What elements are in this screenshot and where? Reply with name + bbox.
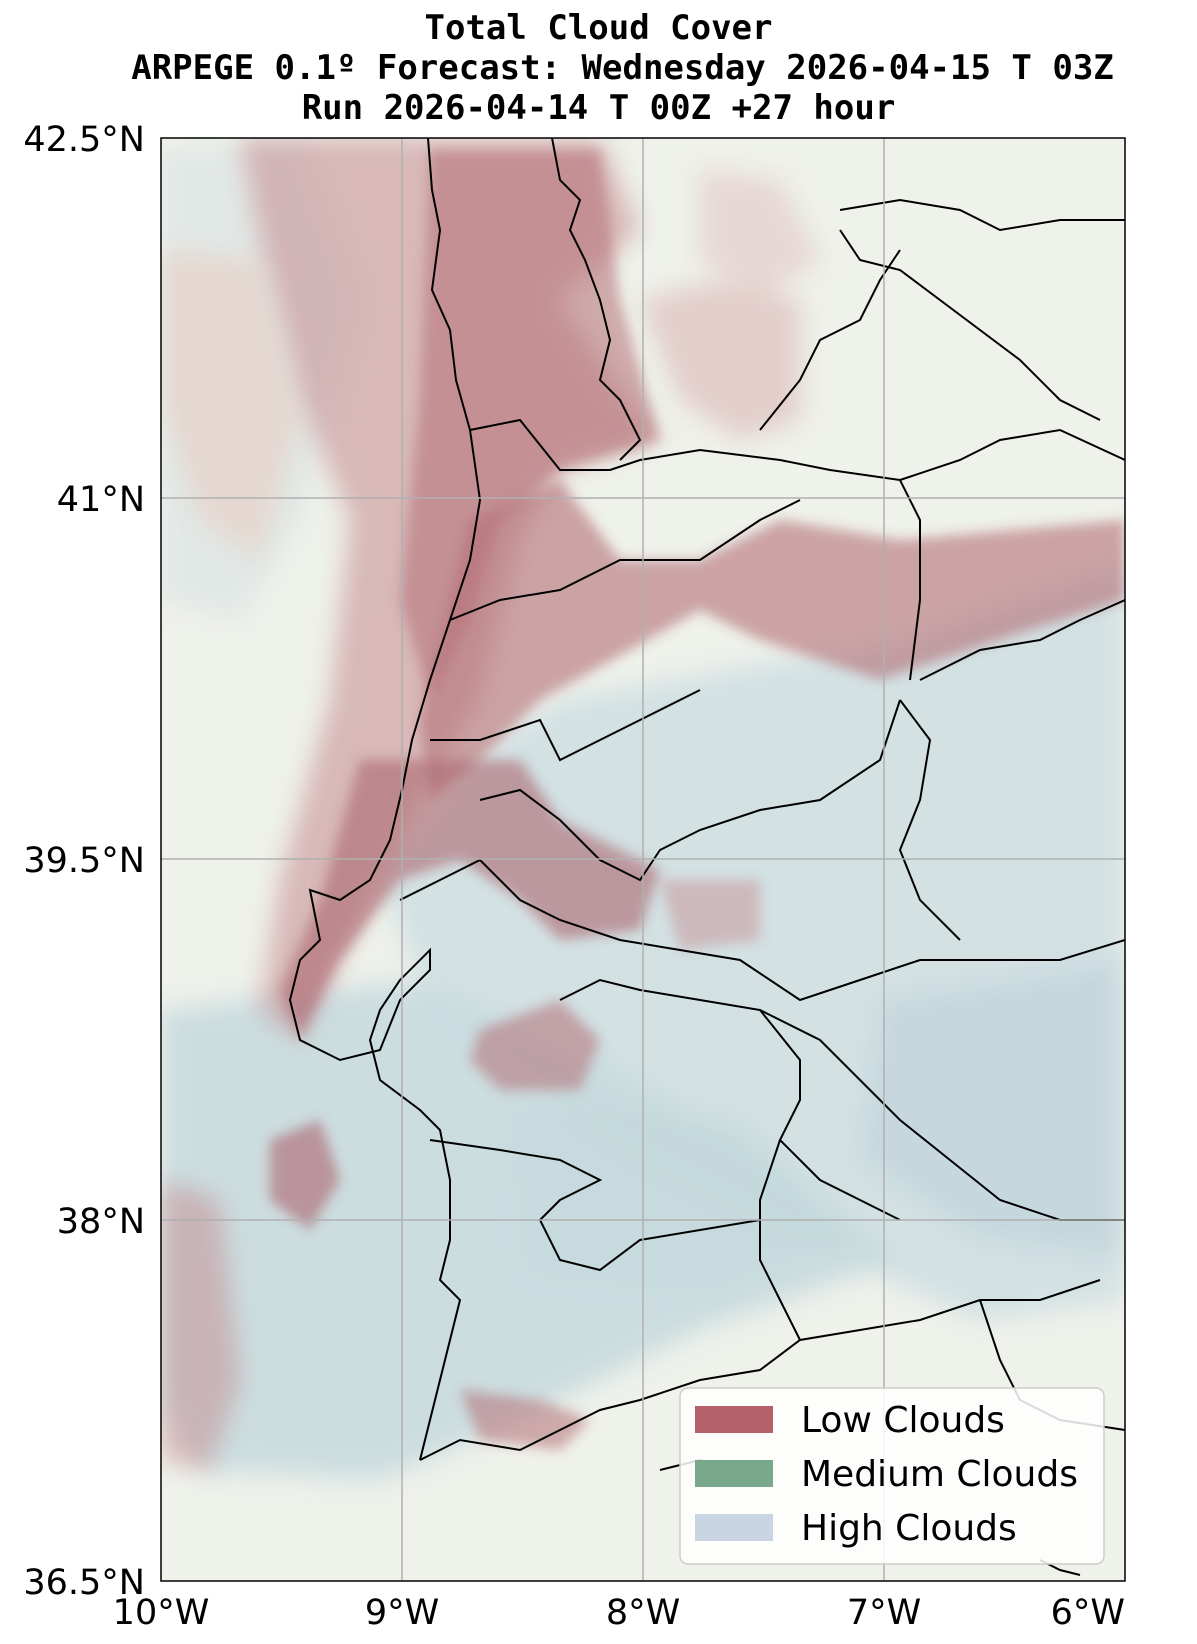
lat-tick-42-5: 42.5°N [23,120,145,160]
lon-tick-8w: 8°W [606,1593,680,1633]
legend: Low Clouds Medium Clouds High Clouds [679,1387,1105,1565]
legend-label-medium: Medium Clouds [801,1454,1078,1495]
border-alentejo-east [559,978,901,1221]
lat-tick-labels: 42.5°N 41°N 39.5°N 38°N 36.5°N [23,120,145,1603]
lon-tick-labels: 10°W 9°W 8°W 7°W 6°W [113,1593,1125,1633]
lon-tick-9w: 9°W [365,1593,439,1633]
lat-tick-38: 38°N [57,1202,145,1242]
lat-tick-41: 41°N [57,480,145,520]
border-east-1 [919,599,1125,681]
border-east-2 [898,699,961,941]
legend-label-high: High Clouds [801,1508,1017,1549]
legend-swatch-low [695,1406,773,1433]
border-castelo [479,699,901,882]
legend-swatch-high [695,1514,773,1541]
legend-box [679,1387,1105,1565]
border-centro [449,499,801,621]
lat-tick-36-5: 36.5°N [23,1563,145,1603]
lat-tick-39-5: 39.5°N [23,841,145,881]
chart-title: Total Cloud Cover ARPEGE 0.1º Forecast: … [0,8,1197,128]
coastline [288,138,482,1461]
border-north [551,138,642,461]
legend-swatch-medium [695,1460,773,1487]
border-ne-2 [839,229,1101,421]
border-ne-1 [839,198,1125,232]
map-plot-area [161,138,1125,1581]
border-east-3 [759,1009,1125,1221]
legend-label-low: Low Clouds [801,1400,1005,1441]
border-mid-north [469,418,921,681]
title-line-1: Total Cloud Cover [424,8,773,48]
border-algarve [419,1279,1101,1461]
border-ne-4 [899,428,1125,481]
border-leiria [430,689,701,762]
lon-tick-10w: 10°W [113,1593,210,1633]
lon-tick-7w: 7°W [847,1593,921,1633]
title-line-3: Run 2026-04-14 T 00Z +27 hour [301,88,896,128]
plot-frame [160,137,1126,1582]
border-east-4 [759,1139,801,1341]
border-alentejo-north [399,858,1125,1002]
lon-tick-6w: 6°W [1051,1593,1125,1633]
title-line-2: ARPEGE 0.1º Forecast: Wednesday 2026-04-… [131,48,1114,88]
gridlines [161,138,1125,1581]
